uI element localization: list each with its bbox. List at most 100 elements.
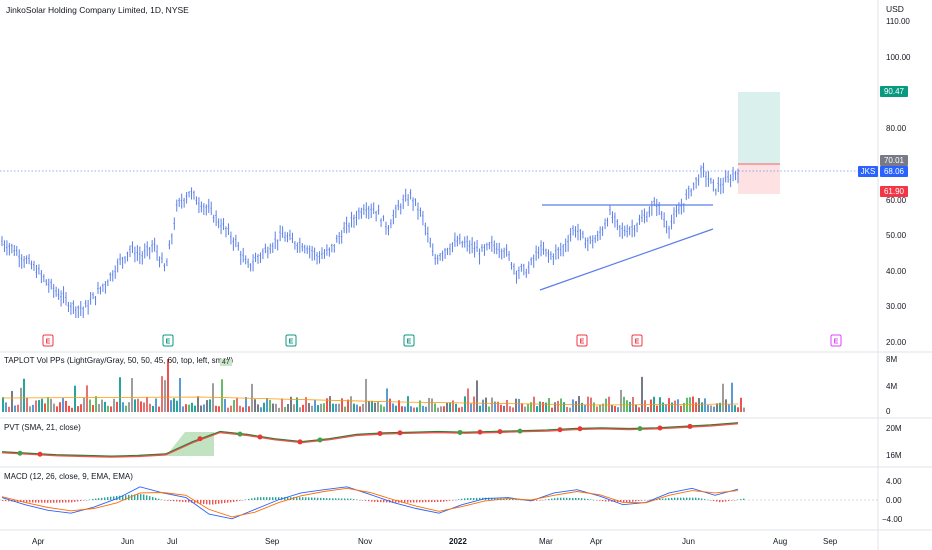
macd-histogram-bar [329, 498, 331, 500]
volume-bar [743, 407, 745, 412]
volume-bar [50, 398, 52, 412]
earnings-marker[interactable]: E [830, 334, 842, 347]
pvt-cross-dot [557, 427, 563, 433]
volume-bar [194, 405, 196, 412]
macd-histogram-bar [368, 500, 370, 502]
support-trendline[interactable] [539, 228, 714, 291]
time-label: Sep [265, 537, 280, 546]
price-bars [1, 162, 739, 319]
pvt-cross-dot [657, 425, 663, 431]
volume-bar [584, 404, 586, 412]
macd-indicator-label[interactable]: MACD (12, 26, close, 9, EMA, EMA) [4, 472, 133, 481]
macd-histogram-bar [416, 500, 418, 503]
volume-bar [242, 407, 244, 412]
volume-bar [716, 403, 718, 412]
macd-histogram-bar [53, 500, 55, 503]
pvt-indicator-label[interactable]: PVT (SMA, 21, close) [4, 423, 81, 432]
volume-bar [221, 379, 223, 412]
macd-histogram-bar [473, 497, 475, 500]
earnings-marker[interactable]: E [285, 334, 297, 347]
macd-histogram-bar [635, 500, 637, 502]
volume-bar [401, 406, 403, 412]
earnings-marker[interactable]: E [576, 334, 588, 347]
volume-bar [305, 397, 307, 412]
macd-histogram-bar [461, 498, 463, 500]
volume-bar [299, 407, 301, 412]
earnings-marker[interactable]: E [403, 334, 415, 347]
macd-histogram-bar [92, 499, 94, 500]
macd-histogram-bar [452, 500, 454, 501]
volume-bar [38, 400, 40, 412]
earnings-marker[interactable]: E [162, 334, 174, 347]
pvt-cross-dot [17, 450, 23, 456]
volume-bar [14, 405, 16, 412]
macd-histogram-bar [692, 497, 694, 500]
macd-histogram-bar [734, 500, 736, 501]
macd-histogram-bar [362, 500, 364, 501]
macd-histogram-bar [167, 500, 169, 501]
volume-bar [602, 403, 604, 412]
volume-bar [173, 398, 175, 412]
volume-indicator-label[interactable]: TAPLOT Vol PPs (LightGray/Gray, 50, 50, … [4, 356, 233, 365]
macd-histogram-bar [665, 498, 667, 500]
macd-histogram-bar [491, 497, 493, 500]
macd-histogram-bar [257, 497, 259, 500]
macd-histogram-bar [743, 498, 745, 500]
volume-bar [140, 401, 142, 412]
volume-bar [536, 406, 538, 412]
pvt-cross-dot [257, 434, 263, 440]
volume-bar [134, 399, 136, 412]
volume-bar [32, 404, 34, 412]
macd-histogram-bar [77, 500, 79, 502]
volume-bar [296, 397, 298, 412]
position-target-zone[interactable] [738, 92, 780, 164]
price-tick-label: 20.00 [886, 338, 907, 347]
volume-bar [644, 400, 646, 412]
macd-histogram-bar [710, 500, 712, 501]
macd-histogram-bar [203, 500, 205, 504]
macd-histogram-bar [188, 500, 190, 503]
volume-bar [563, 402, 565, 412]
macd-histogram-bar [347, 498, 349, 500]
time-label: Apr [32, 537, 45, 546]
volume-bar [476, 380, 478, 412]
volume-bar [41, 398, 43, 412]
volume-bar [728, 404, 730, 412]
volume-bar [128, 402, 130, 412]
macd-histogram-bar [101, 497, 103, 500]
pvt-cross-dot [517, 428, 523, 434]
volume-bar [269, 399, 271, 412]
macd-histogram-bar [740, 499, 742, 500]
volume-bar [380, 404, 382, 412]
earnings-marker[interactable]: E [42, 334, 54, 347]
volume-bar [206, 400, 208, 412]
volume-bar [11, 390, 13, 412]
macd-histogram-bar [599, 500, 601, 501]
macd-histogram-bar [194, 500, 196, 504]
time-label: Nov [358, 537, 372, 546]
volume-bar [374, 402, 376, 412]
macd-histogram-bar [263, 497, 265, 500]
price-tick-label: 80.00 [886, 124, 907, 133]
position-stop-zone[interactable] [738, 164, 780, 194]
macd-histogram-bar [560, 497, 562, 500]
volume-bar [368, 400, 370, 412]
volume-bar [71, 407, 73, 412]
macd-histogram-bar [539, 500, 541, 501]
macd-histogram-bar [578, 498, 580, 500]
macd-histogram-bar [197, 500, 199, 504]
macd-histogram-bar [419, 500, 421, 503]
earnings-marker[interactable]: E [631, 334, 643, 347]
volume-bar [737, 407, 739, 412]
macd-histogram-bar [593, 499, 595, 501]
macd-histogram-bar [365, 500, 367, 501]
macd-histogram-bar [467, 498, 469, 500]
macd-histogram-bar [332, 498, 334, 500]
macd-histogram-bar [176, 500, 178, 502]
volume-bar [23, 378, 25, 412]
macd-histogram-bar [269, 497, 271, 500]
macd-histogram-bar [689, 497, 691, 500]
